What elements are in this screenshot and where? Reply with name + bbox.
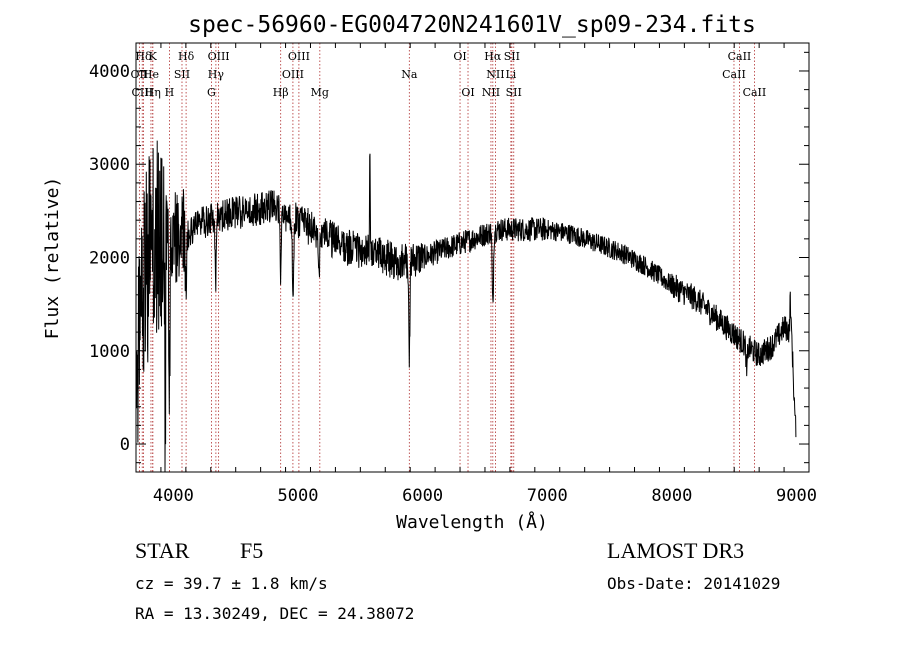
y-tick-label: 4000 bbox=[89, 62, 130, 82]
line-label: K bbox=[149, 50, 158, 63]
spectrum-trace bbox=[136, 140, 797, 473]
line-label: OIII bbox=[282, 68, 304, 81]
line-label: Hδ bbox=[178, 50, 195, 63]
x-tick-label: 5000 bbox=[278, 486, 319, 506]
line-label: H bbox=[165, 86, 175, 99]
line-label: OI bbox=[461, 86, 474, 99]
line-label: SII bbox=[506, 86, 522, 99]
emission-line-markers bbox=[138, 43, 755, 472]
line-label: CaII bbox=[743, 86, 767, 99]
y-axis-label: Flux (relative) bbox=[42, 177, 63, 340]
line-label: Mg bbox=[311, 86, 329, 99]
y-tick-label: 1000 bbox=[89, 342, 130, 362]
y-tick-label: 2000 bbox=[89, 249, 130, 269]
line-label: Hδ bbox=[135, 50, 152, 63]
line-label: Li bbox=[505, 68, 516, 81]
line-label: Na bbox=[401, 68, 418, 81]
x-tick-label: 4000 bbox=[153, 486, 194, 506]
line-label: OIII bbox=[288, 50, 310, 63]
object-subclass: F5 bbox=[240, 538, 264, 563]
x-axis-label: Wavelength (Å) bbox=[396, 511, 548, 533]
line-label: OIII bbox=[208, 50, 230, 63]
line-label: Hη bbox=[145, 86, 161, 99]
line-label: G bbox=[207, 86, 216, 99]
x-tick-label: 8000 bbox=[651, 486, 692, 506]
x-tick-label: 9000 bbox=[776, 486, 817, 506]
line-label: NII bbox=[486, 68, 504, 81]
line-label: OI bbox=[453, 50, 466, 63]
plot-frame bbox=[135, 42, 810, 473]
y-tick-label: 3000 bbox=[89, 155, 130, 175]
x-tick-label: 7000 bbox=[527, 486, 568, 506]
x-axis-ticks: 4000 5000 6000 7000 8000 9000 bbox=[135, 43, 817, 506]
line-label: CaII bbox=[722, 68, 746, 81]
object-type: STAR bbox=[135, 538, 190, 563]
line-label: Hα bbox=[484, 50, 502, 63]
line-label: CaII bbox=[728, 50, 752, 63]
line-label: He bbox=[143, 68, 159, 81]
chart-title: spec-56960-EG004720N241601V_sp09-234.fit… bbox=[188, 12, 756, 38]
y-axis-ticks: 0 1000 2000 3000 4000 bbox=[89, 51, 809, 464]
x-tick-label: 6000 bbox=[402, 486, 443, 506]
line-label: Hγ bbox=[208, 68, 225, 81]
redshift-velocity: cz = 39.7 ± 1.8 km/s bbox=[135, 574, 328, 593]
line-label: Hβ bbox=[273, 86, 289, 99]
observation-date: Obs-Date: 20141029 bbox=[607, 574, 781, 593]
line-label: NII bbox=[482, 86, 500, 99]
line-label: SII bbox=[174, 68, 190, 81]
ra-dec-coordinates: RA = 13.30249, DEC = 24.38072 bbox=[135, 604, 415, 623]
line-label: SII bbox=[504, 50, 520, 63]
survey-name: LAMOST DR3 bbox=[607, 538, 745, 563]
y-tick-label: 0 bbox=[120, 435, 130, 455]
